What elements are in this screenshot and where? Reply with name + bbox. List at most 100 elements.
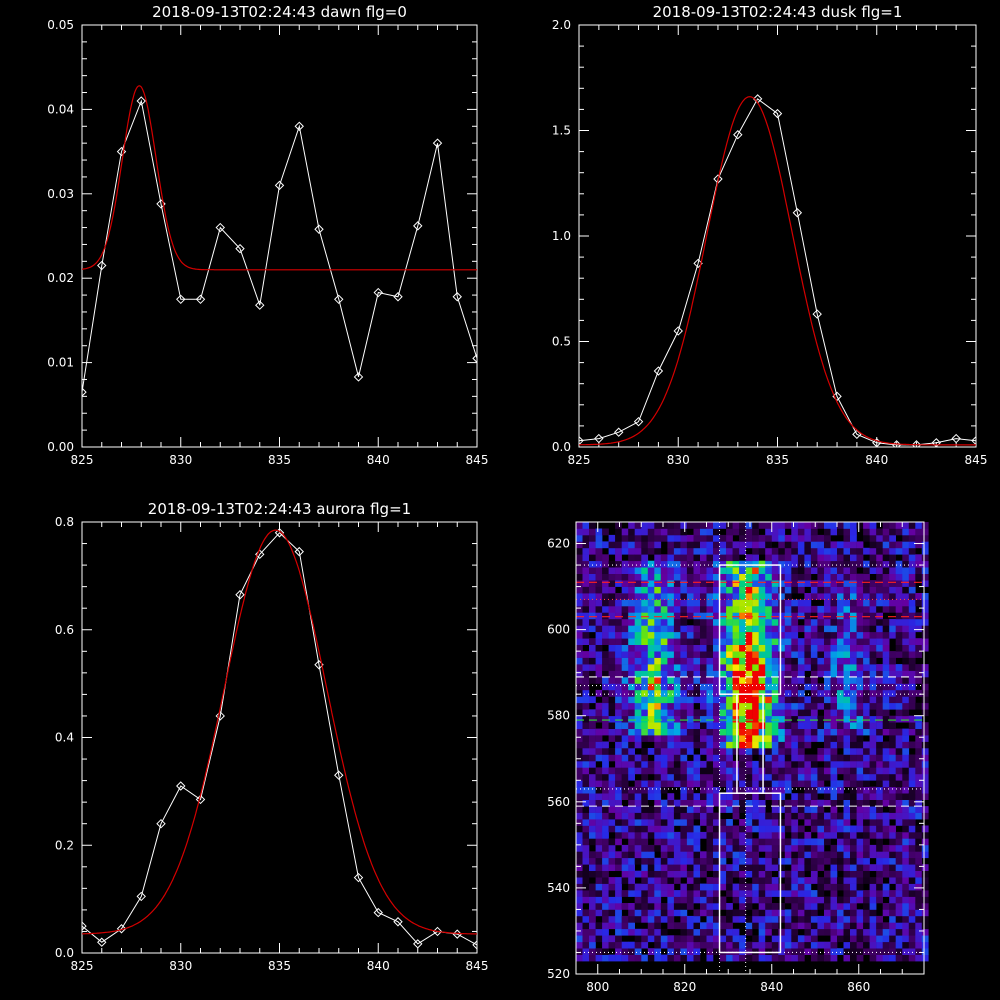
heatmap-cell [778,573,786,581]
heatmap-cell [726,638,733,645]
heatmap-cell [641,677,649,684]
heatmap-cell [791,903,799,910]
heatmap-cell [908,838,916,846]
heatmap-cell [602,651,609,658]
heatmap-cell [784,780,792,788]
heatmap-cell [856,922,864,930]
heatmap-cell [641,554,649,562]
heatmap-cell [765,528,772,536]
heatmap-cell [882,722,890,729]
heatmap-cell [876,554,883,562]
heatmap-cell [706,638,714,645]
heatmap-cell [797,580,805,587]
heatmap-cell [634,890,642,897]
heatmap-cell [654,709,662,717]
heatmap-cell [719,638,727,645]
heatmap-cell [758,696,766,704]
heatmap-cell [778,631,786,639]
heatmap-cell [726,941,733,949]
heatmap-cell [654,599,662,607]
heatmap-cell [908,573,916,581]
heatmap-cell [745,799,753,807]
heatmap-cell [615,696,622,704]
heatmap-cell [843,670,851,678]
heatmap-cell [902,870,910,878]
heatmap-cell [713,580,720,587]
heatmap-cell [713,528,720,536]
heatmap-cell [673,780,681,788]
heatmap-cell [673,922,681,930]
heatmap-cell [713,780,720,788]
heatmap-cell [693,651,701,658]
heatmap-cell [758,580,766,587]
heatmap-cell [908,806,916,813]
heatmap-cell [641,651,649,658]
heatmap-cell [680,612,688,620]
heatmap-cell [915,903,923,910]
heatmap-cell [667,522,675,529]
heatmap-cell [876,806,883,813]
heatmap-cell [615,567,622,574]
heatmap-cell [856,689,864,697]
heatmap-cell [602,786,609,794]
heatmap-cell [797,825,805,833]
heatmap-cell [713,851,720,859]
heatmap-cell [686,651,694,658]
heatmap-cell [739,722,746,729]
heatmap-cell [752,605,759,613]
heatmap-cell [837,896,844,904]
heatmap-cell [615,896,622,904]
heatmap-cell [804,857,812,865]
heatmap-cell [869,528,877,536]
heatmap-cell [641,909,649,917]
heatmap-cell [582,664,590,671]
heatmap-cell [817,825,825,833]
heatmap-cell [654,528,662,536]
heatmap-cell [602,573,609,581]
heatmap-cell [850,780,857,788]
heatmap-cell [902,748,910,755]
heatmap-cell [810,683,818,691]
heatmap-cell [615,825,622,833]
heatmap-cell [771,799,779,807]
heatmap-cell [850,657,857,665]
heatmap-cell [863,806,870,813]
heatmap-image [576,522,929,962]
heatmap-cell [765,812,772,820]
heatmap-cell [693,760,701,768]
heatmap-cell [628,922,635,930]
heatmap-cell [882,573,890,581]
heatmap-cell [915,689,923,697]
heatmap-cell [902,890,910,897]
heatmap-cell [902,851,910,859]
heatmap-cell [889,838,896,846]
heatmap-cell [830,528,838,536]
heatmap-cell [693,877,701,884]
heatmap-cell [595,864,603,871]
heatmap-cell [654,903,662,910]
heatmap-cell [889,683,896,691]
heatmap-cell [889,748,896,755]
heatmap-cell [621,677,629,684]
heatmap-cell [837,644,844,652]
heatmap-cell [608,547,616,555]
heatmap-cell [667,709,675,717]
heatmap-cell [647,870,655,878]
heatmap-cell [856,677,864,684]
heatmap-cell [752,851,759,859]
heatmap-cell [778,773,786,781]
heatmap-cell [693,528,701,536]
heatmap-cell [621,754,629,762]
x-tick-label: 845 [466,959,489,973]
heatmap-cell [765,657,772,665]
heatmap-cell [915,722,923,729]
heatmap-cell [628,599,635,607]
heatmap-cell [693,638,701,645]
heatmap-cell [895,625,903,633]
heatmap-cell [771,554,779,562]
heatmap-cell [726,657,733,665]
heatmap-cell [856,954,864,962]
heatmap-cell [641,573,649,581]
heatmap-cell [876,851,883,859]
heatmap-cell [856,664,864,671]
